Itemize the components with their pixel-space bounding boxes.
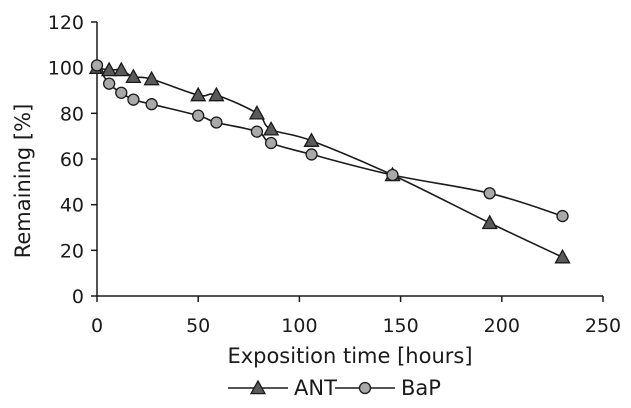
axes: 0 20 40 60 80 100 120 0 50 100 150 200 250 — [48, 12, 621, 337]
data-point-bap — [115, 86, 128, 99]
x-tick-label: 250 — [585, 315, 621, 337]
legend-label-bap: BaP — [401, 376, 441, 400]
series-layer — [88, 59, 571, 264]
y-tick-label: 40 — [60, 195, 84, 217]
x-tick-label: 50 — [186, 315, 210, 337]
data-point-ant — [303, 132, 320, 147]
data-point-ant — [125, 68, 142, 84]
data-point-ant — [554, 248, 571, 264]
legend-marker-bap — [358, 381, 372, 395]
data-point-ant — [100, 61, 118, 77]
y-tick-label: 80 — [60, 103, 84, 125]
data-point-bap — [305, 148, 318, 161]
y-tick-label: 60 — [60, 149, 84, 171]
data-point-bap — [90, 59, 104, 72]
data-point-bap — [102, 77, 116, 90]
data-point-bap — [264, 136, 278, 150]
data-point-bap — [145, 98, 158, 111]
y-axis-title: Remaining [%] — [11, 104, 35, 259]
data-point-ant — [190, 86, 207, 102]
x-tick-label: 200 — [484, 315, 520, 337]
y-tick-label: 0 — [72, 286, 84, 308]
x-tick-label: 150 — [382, 315, 418, 337]
series-ant — [88, 59, 571, 264]
data-point-ant — [262, 120, 280, 136]
legend-item-ant: ANT — [228, 376, 337, 400]
data-point-bap — [483, 187, 496, 200]
data-point-bap — [386, 168, 399, 182]
data-point-bap — [210, 116, 223, 129]
y-tick-label: 20 — [60, 240, 84, 262]
legend-label-ant: ANT — [294, 376, 337, 400]
y-tick-label: 120 — [48, 12, 84, 34]
x-axis-title: Exposition time [hours] — [227, 344, 472, 368]
data-point-bap — [192, 109, 205, 122]
data-point-bap — [556, 209, 569, 223]
data-point-bap — [250, 125, 264, 138]
data-point-ant — [113, 61, 130, 77]
data-point-bap — [127, 93, 140, 106]
x-tick-label: 0 — [91, 315, 103, 337]
legend: ANT BaP — [228, 376, 441, 400]
legend-item-bap: BaP — [335, 376, 441, 400]
y-tick-label: 100 — [48, 58, 84, 80]
data-point-ant — [208, 86, 225, 102]
data-point-ant — [481, 214, 498, 230]
data-point-ant — [143, 70, 160, 86]
data-point-ant — [248, 104, 266, 120]
series-bap — [90, 59, 569, 223]
x-tick-label: 100 — [281, 315, 317, 337]
legend-marker-ant — [249, 379, 267, 395]
